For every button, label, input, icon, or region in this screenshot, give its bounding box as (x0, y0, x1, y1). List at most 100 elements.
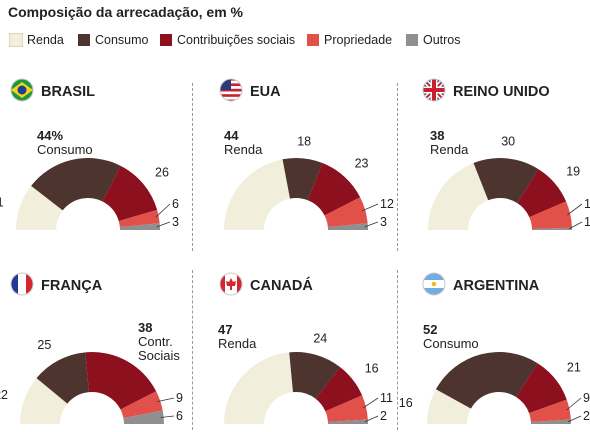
argentina-flag-icon (422, 272, 446, 296)
uk-flag-icon (422, 78, 446, 102)
canada-flag-icon (219, 272, 243, 296)
divider-top-left (192, 83, 193, 251)
leader-line-eua-outros (364, 221, 379, 228)
segment-fran-a-consumo (36, 352, 89, 404)
value-label-reino-unido-propriedade: 12 (584, 197, 590, 211)
highlight-label-fran-a: Sociais (138, 348, 180, 363)
value-label-eua-outros: 3 (380, 215, 387, 229)
value-label-reino-unido-consumo: 30 (501, 134, 515, 148)
segment-eua-consumo (282, 158, 323, 201)
segment-brasil-contribuicoes (102, 165, 158, 222)
leader-line-reino-unido-propriedade (567, 203, 583, 216)
segment-reino-unido-consumo (473, 158, 539, 203)
country-title-eua: EUA (250, 84, 281, 100)
divider-bottom-left (192, 270, 193, 430)
segment-argentina-consumo (435, 352, 538, 409)
legend-swatch-contribuicoes (160, 34, 172, 46)
leader-line-fran-a-outros (160, 415, 175, 418)
divider-bottom-right (397, 270, 398, 430)
segment-reino-unido-renda (428, 163, 489, 230)
segment-canad--contribuicoes (315, 367, 363, 412)
value-label-canad--contribuicoes: 16 (365, 362, 379, 376)
segment-argentina-propriedade (529, 399, 571, 422)
segment-reino-unido-outros (531, 227, 572, 230)
legend-swatch-propriedade (307, 34, 319, 46)
segment-argentina-contribuicoes (516, 363, 567, 414)
value-label-brasil-renda: 21 (0, 196, 4, 210)
divider-top-right (397, 83, 398, 251)
legend-swatch-consumo (78, 34, 90, 46)
segment-reino-unido-contribuicoes (517, 169, 567, 218)
value-label-fran-a-renda: 22 (0, 388, 8, 402)
value-label-fran-a-outros: 6 (176, 409, 183, 423)
legend-item-renda: Renda (9, 33, 64, 47)
france-flag-icon (10, 272, 34, 296)
leader-line-canad--propriedade (362, 397, 379, 409)
leader-line-fran-a-propriedade (157, 397, 175, 402)
leader-line-canad--outros (364, 415, 379, 423)
country-title-fran-a: FRANÇA (41, 278, 103, 294)
segment-canad--propriedade (325, 395, 368, 422)
highlight-value-brasil: 44% (37, 128, 63, 143)
value-label-argentina-renda: 16 (399, 396, 413, 410)
highlight-value-canad-: 47 (218, 322, 232, 337)
legend-item-consumo: Consumo (78, 33, 149, 47)
legend-item-propriedade: Propriedade (307, 33, 392, 47)
leader-line-argentina-propriedade (566, 397, 582, 411)
value-label-argentina-outros: 2 (583, 409, 590, 423)
leader-line-argentina-outros (567, 415, 582, 423)
country-title-brasil: BRASIL (41, 84, 95, 100)
leader-line-eua-propriedade (362, 203, 379, 212)
country-title-canad-: CANADÁ (250, 277, 313, 294)
highlight-value-reino-unido: 38 (430, 128, 444, 143)
segment-fran-a-outros (123, 410, 164, 424)
legend-item-contribuicoes: Contribuições sociais (160, 33, 295, 47)
legend-label-consumo: Consumo (95, 33, 149, 47)
value-label-canad--consumo: 24 (313, 332, 327, 346)
legend-item-outros: Outros (406, 33, 461, 47)
highlight-value-argentina: 52 (423, 322, 437, 337)
legend-label-outros: Outros (423, 33, 461, 47)
value-label-brasil-contribuicoes: 26 (155, 166, 169, 180)
leader-line-brasil-propriedade (155, 203, 171, 218)
legend-label-renda: Renda (27, 33, 64, 47)
value-label-argentina-propriedade: 9 (583, 391, 590, 405)
leader-line-reino-unido-outros (568, 221, 583, 230)
value-label-canad--outros: 2 (380, 409, 387, 423)
value-label-eua-consumo: 18 (297, 134, 311, 148)
value-label-brasil-propriedade: 6 (172, 197, 179, 211)
highlight-label-brasil: Consumo (37, 142, 93, 157)
country-title-argentina: ARGENTINA (453, 278, 540, 294)
highlight-value-eua: 44 (224, 128, 239, 143)
segment-canad--outros (327, 419, 368, 424)
segment-eua-renda (224, 159, 290, 230)
segment-fran-a-contribuicoes (85, 352, 157, 410)
highlight-label-eua: Renda (224, 142, 263, 157)
brazil-flag-icon (10, 78, 34, 102)
segment-argentina-outros (530, 419, 571, 424)
segment-canad--consumo (289, 352, 341, 399)
legend-swatch-outros (406, 34, 418, 46)
segment-eua-outros (327, 223, 368, 230)
value-label-canad--propriedade: 11 (380, 391, 393, 405)
segment-eua-contribuicoes (307, 163, 361, 216)
leader-line-brasil-outros (156, 221, 171, 228)
legend-label-contribuicoes: Contribuições sociais (177, 33, 296, 47)
value-label-reino-unido-outros: 1 (584, 215, 590, 229)
segment-brasil-renda (16, 185, 63, 230)
highlight-label-fran-a: Contr. (138, 334, 173, 349)
highlight-label-reino-unido: Renda (430, 142, 469, 157)
highlight-label-canad-: Renda (218, 336, 257, 351)
value-label-eua-contribuicoes: 23 (355, 157, 369, 171)
segment-brasil-consumo (31, 158, 121, 211)
value-label-fran-a-consumo: 25 (37, 338, 51, 352)
legend-swatch-renda (9, 33, 23, 47)
segment-brasil-outros (119, 223, 160, 230)
value-label-reino-unido-contribuicoes: 19 (566, 165, 580, 179)
